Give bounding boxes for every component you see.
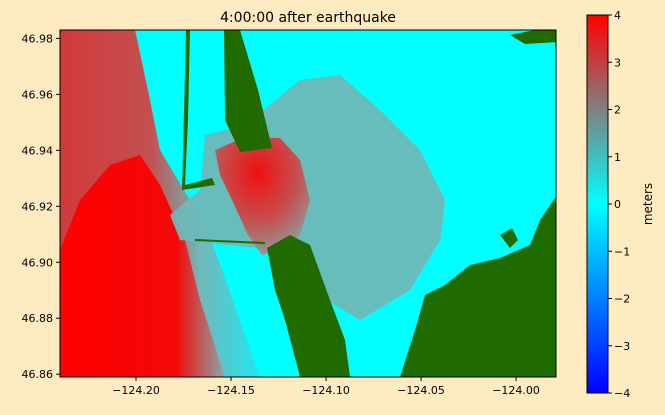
- colorbar-tick-label: 4: [614, 9, 621, 22]
- x-tick-label: −124.05: [397, 384, 445, 397]
- y-tick-label: 46.92: [22, 200, 54, 213]
- colorbar-tick-label: 1: [614, 151, 621, 164]
- x-tick-label: −124.00: [492, 384, 540, 397]
- colorbar-tick-label: −1: [614, 245, 630, 258]
- y-tick-label: 46.86: [22, 368, 54, 381]
- x-tick-label: −124.20: [112, 384, 160, 397]
- jetty: [194, 239, 266, 244]
- y-tick-label: 46.94: [22, 144, 54, 157]
- colorbar-tick-label: 0: [614, 198, 621, 211]
- y-tick-label: 46.90: [22, 256, 54, 269]
- x-axis: −124.20 −124.15 −124.10 −124.05 −124.00: [112, 377, 540, 397]
- colorbar-tick-label: −2: [614, 293, 630, 306]
- colorbar-tick-label: −3: [614, 340, 630, 353]
- land-northeast: [510, 30, 556, 44]
- y-axis: 46.98 46.96 46.94 46.92 46.90 46.88 46.86: [22, 32, 60, 381]
- island-east: [500, 228, 518, 248]
- wave-crest-red: [60, 155, 225, 377]
- y-tick-label: 46.96: [22, 88, 54, 101]
- colorbar-label: meters: [641, 183, 655, 225]
- colorbar-tick-label: −4: [614, 387, 630, 400]
- land-north-spit: [182, 30, 215, 190]
- land-north-peninsula: [224, 30, 272, 152]
- colorbar-ticks: 4 3 2 1 0 −1 −2 −3 −4: [608, 9, 630, 400]
- y-tick-label: 46.88: [22, 312, 54, 325]
- colorbar: [586, 14, 609, 394]
- x-tick-label: −124.15: [207, 384, 255, 397]
- y-tick-label: 46.98: [22, 32, 54, 45]
- plot-frame: [59, 29, 557, 378]
- land-south-spit: [267, 235, 350, 377]
- colorbar-tick-label: 2: [614, 104, 621, 117]
- land-southeast: [400, 196, 556, 377]
- chart-title: 4:00:00 after earthquake: [220, 10, 396, 26]
- colorbar-tick-label: 3: [614, 56, 621, 69]
- x-tick-label: −124.10: [302, 384, 350, 397]
- wave-bay-peak: [215, 137, 310, 255]
- plot-area: [60, 30, 556, 377]
